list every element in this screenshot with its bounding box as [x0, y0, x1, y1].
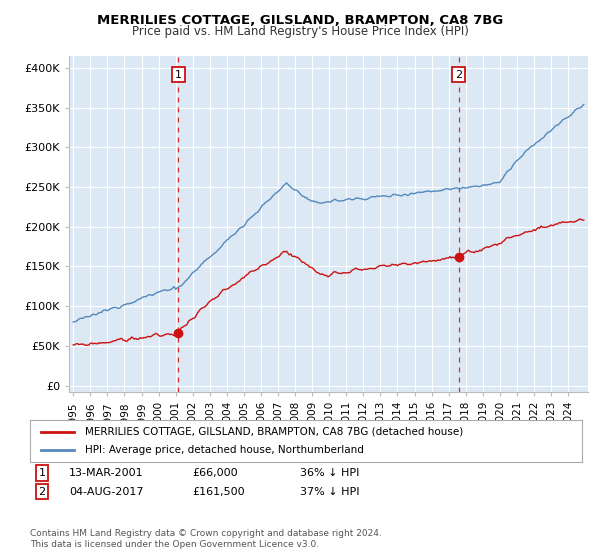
Text: HPI: Average price, detached house, Northumberland: HPI: Average price, detached house, Nort…: [85, 445, 364, 455]
Text: 2: 2: [38, 487, 46, 497]
Text: Contains HM Land Registry data © Crown copyright and database right 2024.
This d: Contains HM Land Registry data © Crown c…: [30, 529, 382, 549]
Text: MERRILIES COTTAGE, GILSLAND, BRAMPTON, CA8 7BG: MERRILIES COTTAGE, GILSLAND, BRAMPTON, C…: [97, 14, 503, 27]
Text: Price paid vs. HM Land Registry's House Price Index (HPI): Price paid vs. HM Land Registry's House …: [131, 25, 469, 38]
Text: 04-AUG-2017: 04-AUG-2017: [69, 487, 143, 497]
Text: 1: 1: [38, 468, 46, 478]
Text: MERRILIES COTTAGE, GILSLAND, BRAMPTON, CA8 7BG (detached house): MERRILIES COTTAGE, GILSLAND, BRAMPTON, C…: [85, 427, 463, 437]
Text: 36% ↓ HPI: 36% ↓ HPI: [300, 468, 359, 478]
Text: 2: 2: [455, 69, 462, 80]
Text: 1: 1: [175, 69, 182, 80]
Text: £66,000: £66,000: [192, 468, 238, 478]
Text: 37% ↓ HPI: 37% ↓ HPI: [300, 487, 359, 497]
Text: 13-MAR-2001: 13-MAR-2001: [69, 468, 143, 478]
Text: £161,500: £161,500: [192, 487, 245, 497]
